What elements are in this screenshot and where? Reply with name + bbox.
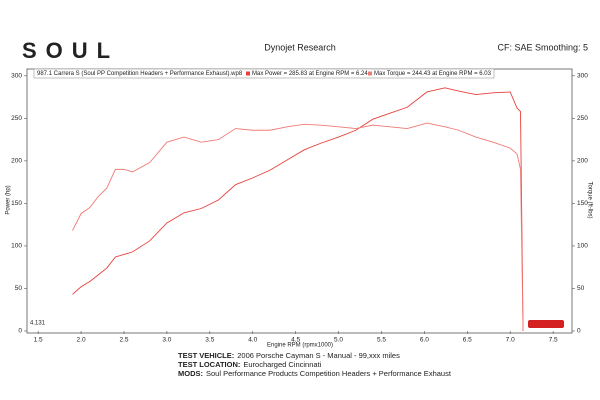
x-tick-label: 1.5 [34,337,43,344]
footer-text: Soul Performance Products Competition He… [206,369,452,378]
dynojet-badge [528,320,564,328]
y-axis-label: Power (hp) [6,185,12,214]
logo: SOUL [22,38,119,63]
y-tick-label: 100 [11,243,22,250]
x-tick-label: 7.5 [549,337,558,344]
y-tick-label: 200 [11,158,22,165]
legend-label: Max Power = 285.83 at Engine RPM = 6.24 [252,71,368,77]
footer-line: TEST VEHICLE: 2006 Porsche Cayman S - Man… [178,351,400,360]
footer-label: TEST LOCATION: [178,360,240,369]
x-tick-label: 2.5 [119,337,128,344]
x-tick-label: 5.0 [334,337,343,344]
footer-label: TEST VEHICLE: [178,351,234,360]
y-tick-label: 0 [18,328,22,335]
legend-box [33,68,495,79]
x-tick-label: 2.0 [77,337,86,344]
x-axis-label: Engine RPM (rpmx1000) [267,343,333,349]
series-line [72,122,524,332]
x-tick-label: 7.0 [506,337,515,344]
x-tick-label: 3.5 [205,337,214,344]
y-tick-label: 300 [11,73,22,80]
legend-label: Max Torque = 244.43 at Engine RPM = 6.03 [374,71,492,77]
x-tick-label: 6.0 [420,337,429,344]
legend-swatch [246,71,250,76]
x-tick-label: 4.5 [291,337,300,344]
plot-frame [26,68,573,334]
y2-tick-label: 150 [577,200,588,207]
footer-line: TEST LOCATION: Eurocharged Cincinnati [178,360,322,369]
x-tick-label: 4.0 [248,337,257,344]
footer-line: MODS: Soul Performance Products Competiti… [178,369,452,378]
chart-title: Dynojet Research [264,42,336,52]
x-tick-label: 6.5 [463,337,472,344]
chart-subtitle: CF: SAE Smoothing: 5 [497,42,588,52]
x-tick-label: 3.0 [162,337,171,344]
y-tick-label: 150 [11,200,22,207]
y2-axis-label: Torque (ft-lbs) [586,181,592,218]
y2-tick-label: 300 [577,73,588,80]
x-tick-label: 5.5 [377,337,386,344]
y-tick-label: 250 [11,115,22,122]
legend-swatch [368,71,372,76]
legend-title: 987.1 Carrera S (Soul PP Competition Hea… [37,71,243,77]
corner-note: 4.131 [30,321,46,327]
y-tick-label: 50 [15,285,23,292]
y2-tick-label: 0 [577,328,581,335]
y2-tick-label: 50 [577,285,585,292]
footer-text: Eurocharged Cincinnati [243,360,321,369]
y2-tick-label: 100 [577,243,588,250]
footer-text: 2006 Porsche Cayman S - Manual - 99,xxx … [237,351,400,360]
y2-tick-label: 200 [577,158,588,165]
y2-tick-label: 250 [577,115,588,122]
footer-label: MODS: [178,369,203,378]
series-line [72,87,524,332]
